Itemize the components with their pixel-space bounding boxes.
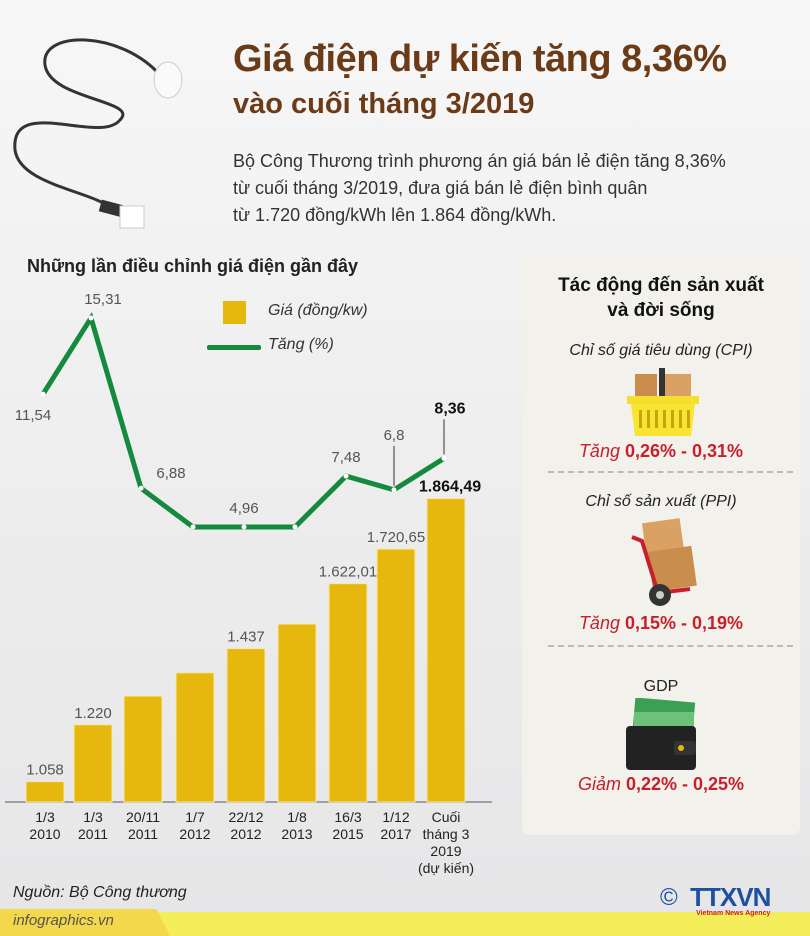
impact-label-gdp: GDP: [643, 678, 679, 695]
bar: [426, 498, 466, 803]
impact-range: 0,15% - 0,19%: [624, 613, 744, 633]
line-value-label: 6,88: [156, 465, 185, 482]
impact-verb: Tăng: [578, 613, 620, 633]
bar: [73, 724, 113, 803]
line-point: [88, 315, 94, 321]
intro-line: Bộ Công Thương trình phương án giá bán l…: [233, 151, 726, 171]
legend-swatch-price: [223, 301, 246, 324]
x-tick-label: 1/7: [185, 809, 205, 825]
legend-label-increase: Tăng (%): [268, 336, 334, 353]
panel-title-line: và đời sống: [607, 300, 715, 321]
site-link[interactable]: infographics.vn: [13, 912, 114, 929]
line-value-label: 15,31: [84, 291, 122, 308]
line-point: [292, 524, 298, 530]
x-tick-label: 1/8: [287, 809, 307, 825]
impact-verb: Giảm: [577, 774, 621, 794]
divider: [548, 645, 793, 647]
light-bulb-cable-illustration: [13, 38, 183, 229]
bar: [123, 695, 163, 803]
impact-panel: Tác động đến sản xuất và đời sống Chỉ số…: [522, 253, 800, 835]
copyright-symbol: ©: [660, 884, 678, 911]
impact-value-ppi: Tăng 0,15% - 0,19%: [522, 613, 800, 634]
x-tick-label: 16/3: [334, 809, 361, 825]
line-point: [241, 524, 247, 530]
bar: [277, 623, 317, 803]
chart-title: Những lần điều chỉnh giá điện gần đây: [27, 256, 359, 276]
line-point: [190, 524, 196, 530]
line-value-label: 7,48: [331, 449, 360, 466]
x-tick-label: 2013: [281, 826, 312, 842]
x-tick-label: 2017: [380, 826, 411, 842]
intro-line: từ cuối tháng 3/2019, đưa giá bán lẻ điệ…: [233, 178, 648, 198]
x-tick-label: 1/12: [382, 809, 409, 825]
impact-value-cpi: Tăng 0,26% - 0,31%: [522, 441, 800, 462]
x-tick-label: 1/3: [35, 809, 55, 825]
legend-label-price: Giá (đồng/kw): [268, 302, 368, 319]
x-tick-label: (dự kiến): [418, 860, 474, 876]
wallet-icon: [626, 698, 696, 770]
x-tick-label: 2011: [128, 826, 158, 842]
bar: [25, 781, 65, 803]
basket-icon: [627, 368, 699, 436]
x-tick-label: 2011: [78, 826, 108, 842]
bar: [226, 648, 266, 803]
panel-title-line: Tác động đến sản xuất: [558, 275, 764, 296]
line-value-label: 4,96: [229, 500, 258, 517]
bar: [328, 583, 368, 803]
x-tick-label: Cuối: [432, 809, 461, 825]
x-tick-label: 1/3: [83, 809, 103, 825]
line-point: [138, 485, 144, 491]
x-tick-label: tháng 3: [423, 826, 470, 842]
footer-tab: [0, 909, 170, 936]
panel-title: Tác động đến sản xuất và đời sống: [522, 273, 800, 323]
bar: [376, 548, 416, 803]
x-tick-label: 2019: [430, 843, 461, 859]
impact-range: 0,26% - 0,31%: [624, 441, 744, 461]
impact-value-gdp: Giảm 0,22% - 0,25%: [522, 774, 800, 795]
bar-value-label: 1.437: [227, 629, 265, 646]
ttxvn-logo: © TTXVN Vietnam News Agency: [660, 882, 771, 917]
intro-line: từ 1.720 đồng/kWh lên 1.864 đồng/kWh.: [233, 205, 557, 225]
page-title: Giá điện dự kiến tăng 8,36%: [233, 38, 727, 80]
line-point: [441, 455, 447, 461]
line-value-label: 6,8: [384, 427, 405, 444]
x-tick-label: 2012: [179, 826, 210, 842]
chart: 1.058 1.220 1.437 1.622,01 1.720,65 1.864,49 1…: [5, 291, 492, 876]
hand-truck-icon: [631, 518, 697, 606]
x-tick-label: 22/12: [228, 809, 263, 825]
logo-subtext: Vietnam News Agency: [696, 910, 771, 917]
impact-verb: Tăng: [578, 441, 620, 461]
page-subtitle: vào cuối tháng 3/2019: [233, 88, 535, 120]
source-note: Nguồn: Bộ Công thương: [13, 884, 187, 901]
line-value-label: 11,54: [15, 407, 51, 424]
x-tick-label: 2012: [230, 826, 261, 842]
line-point: [391, 487, 397, 493]
x-tick-label: 2015: [332, 826, 363, 842]
bar-value-label: 1.220: [74, 705, 112, 722]
impact-label-cpi: Chỉ số giá tiêu dùng (CPI): [569, 342, 753, 359]
intro-text: Bộ Công Thương trình phương án giá bán l…: [233, 148, 803, 229]
bar-value-label: 1.720,65: [367, 529, 425, 546]
bar-value-label: 1.622,01: [319, 564, 377, 581]
logo-text: TTXVN: [690, 882, 771, 912]
x-tick-label: 20/11: [126, 809, 160, 825]
impact-label-ppi: Chỉ số sản xuất (PPI): [585, 493, 737, 510]
line-value-label: 8,36: [434, 400, 465, 417]
x-tick-label: 2010: [29, 826, 60, 842]
impact-range: 0,22% - 0,25%: [625, 774, 745, 794]
line-point: [343, 473, 349, 479]
divider: [548, 471, 793, 473]
line-point: [40, 391, 46, 397]
legend-swatch-increase: [207, 345, 261, 350]
bar-value-label: 1.058: [26, 762, 64, 779]
bar-value-label: 1.864,49: [419, 479, 481, 496]
bar: [175, 672, 215, 803]
